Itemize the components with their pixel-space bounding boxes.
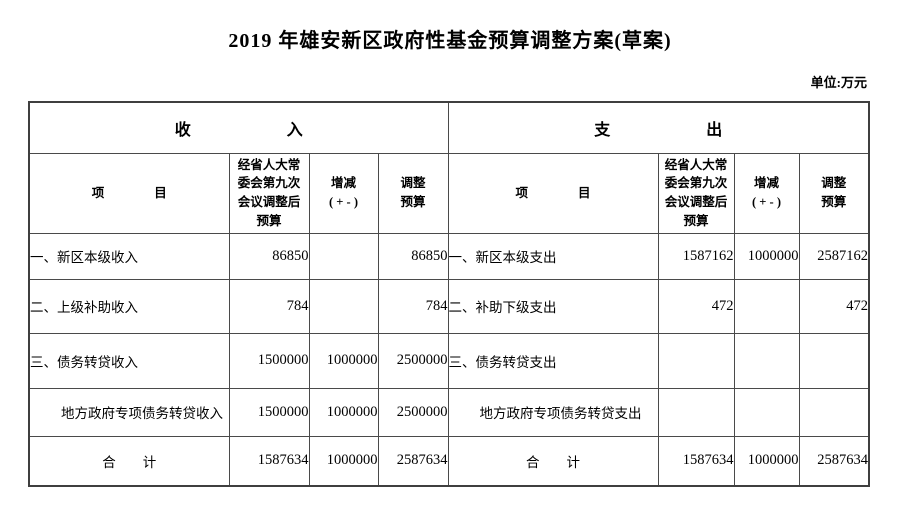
- expense-col-header-item: 项 目: [447, 152, 659, 234]
- expense-change-value: 1000000: [733, 232, 800, 280]
- expense-item-label: 三、债务转贷支出: [447, 332, 659, 389]
- income-section-header: 收 入: [28, 101, 449, 154]
- expense-change-value: [733, 278, 800, 334]
- income-prev-value: 1500000: [228, 387, 310, 437]
- expense-item-label: 一、新区本级支出: [447, 232, 659, 280]
- expense-col-header-prev-budget-text: 经省人大常委会第九次会议调整后预算: [664, 157, 728, 228]
- expense-adjusted-value: 472: [798, 278, 870, 334]
- expense-total-adjusted-value: 2587634: [798, 435, 870, 487]
- budget-table: 收 入 支 出 项 目 经省人大常委会第九次会议调整后预算 增减 ( + - )…: [28, 101, 871, 487]
- income-change-value: 1000000: [308, 332, 379, 389]
- income-total-prev-value: 1587634: [228, 435, 310, 487]
- expense-total-change-value: 1000000: [733, 435, 800, 487]
- expense-col-header-change: 增减 ( + - ): [733, 152, 800, 234]
- income-col-header-prev-budget-text: 经省人大常委会第九次会议调整后预算: [237, 157, 301, 228]
- income-col-header-change: 增减 ( + - ): [308, 152, 379, 234]
- expense-prev-value: 1587162: [657, 232, 735, 280]
- income-change-value: [308, 278, 379, 334]
- table-row: 二、上级补助收入 784 784 二、补助下级支出 472 472: [28, 278, 870, 334]
- income-total-label: 合 计: [28, 435, 230, 487]
- income-item-label: 三、债务转贷收入: [28, 332, 230, 389]
- section-header-row: 收 入 支 出: [28, 101, 870, 154]
- expense-item-label: 二、补助下级支出: [447, 278, 659, 334]
- income-item-label: 二、上级补助收入: [28, 278, 230, 334]
- income-adjusted-value: 784: [377, 278, 449, 334]
- expense-adjusted-value: 2587162: [798, 232, 870, 280]
- expense-item-label: 地方政府专项债务转贷支出: [447, 387, 659, 437]
- expense-adjusted-value: [798, 332, 870, 389]
- expense-prev-value: [657, 387, 735, 437]
- expense-prev-value: [657, 332, 735, 389]
- income-prev-value: 784: [228, 278, 310, 334]
- income-total-change-value: 1000000: [308, 435, 379, 487]
- income-col-header-adjusted: 调整 预算: [377, 152, 449, 234]
- column-header-row: 项 目 经省人大常委会第九次会议调整后预算 增减 ( + - ) 调整 预算 项…: [28, 152, 870, 234]
- income-change-value: 1000000: [308, 387, 379, 437]
- income-col-header-item: 项 目: [28, 152, 230, 234]
- income-change-value: [308, 232, 379, 280]
- income-adjusted-value: 2500000: [377, 387, 449, 437]
- expense-change-value: [733, 332, 800, 389]
- income-total-adjusted-value: 2587634: [377, 435, 449, 487]
- income-col-header-prev-budget: 经省人大常委会第九次会议调整后预算: [228, 152, 310, 234]
- table-row: 地方政府专项债务转贷收入 1500000 1000000 2500000 地方政…: [28, 387, 870, 437]
- expense-prev-value: 472: [657, 278, 735, 334]
- income-prev-value: 1500000: [228, 332, 310, 389]
- table-row: 三、债务转贷收入 1500000 1000000 2500000 三、债务转贷支…: [28, 332, 870, 389]
- expense-section-header: 支 出: [447, 101, 870, 154]
- income-prev-value: 86850: [228, 232, 310, 280]
- table-row: 一、新区本级收入 86850 86850 一、新区本级支出 1587162 10…: [28, 232, 870, 280]
- income-item-label: 地方政府专项债务转贷收入: [28, 387, 230, 437]
- expense-change-value: [733, 387, 800, 437]
- expense-total-prev-value: 1587634: [657, 435, 735, 487]
- expense-col-header-adjusted: 调整 预算: [798, 152, 870, 234]
- income-adjusted-value: 2500000: [377, 332, 449, 389]
- income-item-label: 一、新区本级收入: [28, 232, 230, 280]
- expense-col-header-prev-budget: 经省人大常委会第九次会议调整后预算: [657, 152, 735, 234]
- total-row: 合 计 1587634 1000000 2587634 合 计 1587634 …: [28, 435, 870, 487]
- expense-adjusted-value: [798, 387, 870, 437]
- page-title: 2019 年雄安新区政府性基金预算调整方案(草案): [228, 30, 672, 52]
- unit-label: 单位:万元: [810, 75, 867, 90]
- income-adjusted-value: 86850: [377, 232, 449, 280]
- expense-total-label: 合 计: [447, 435, 659, 487]
